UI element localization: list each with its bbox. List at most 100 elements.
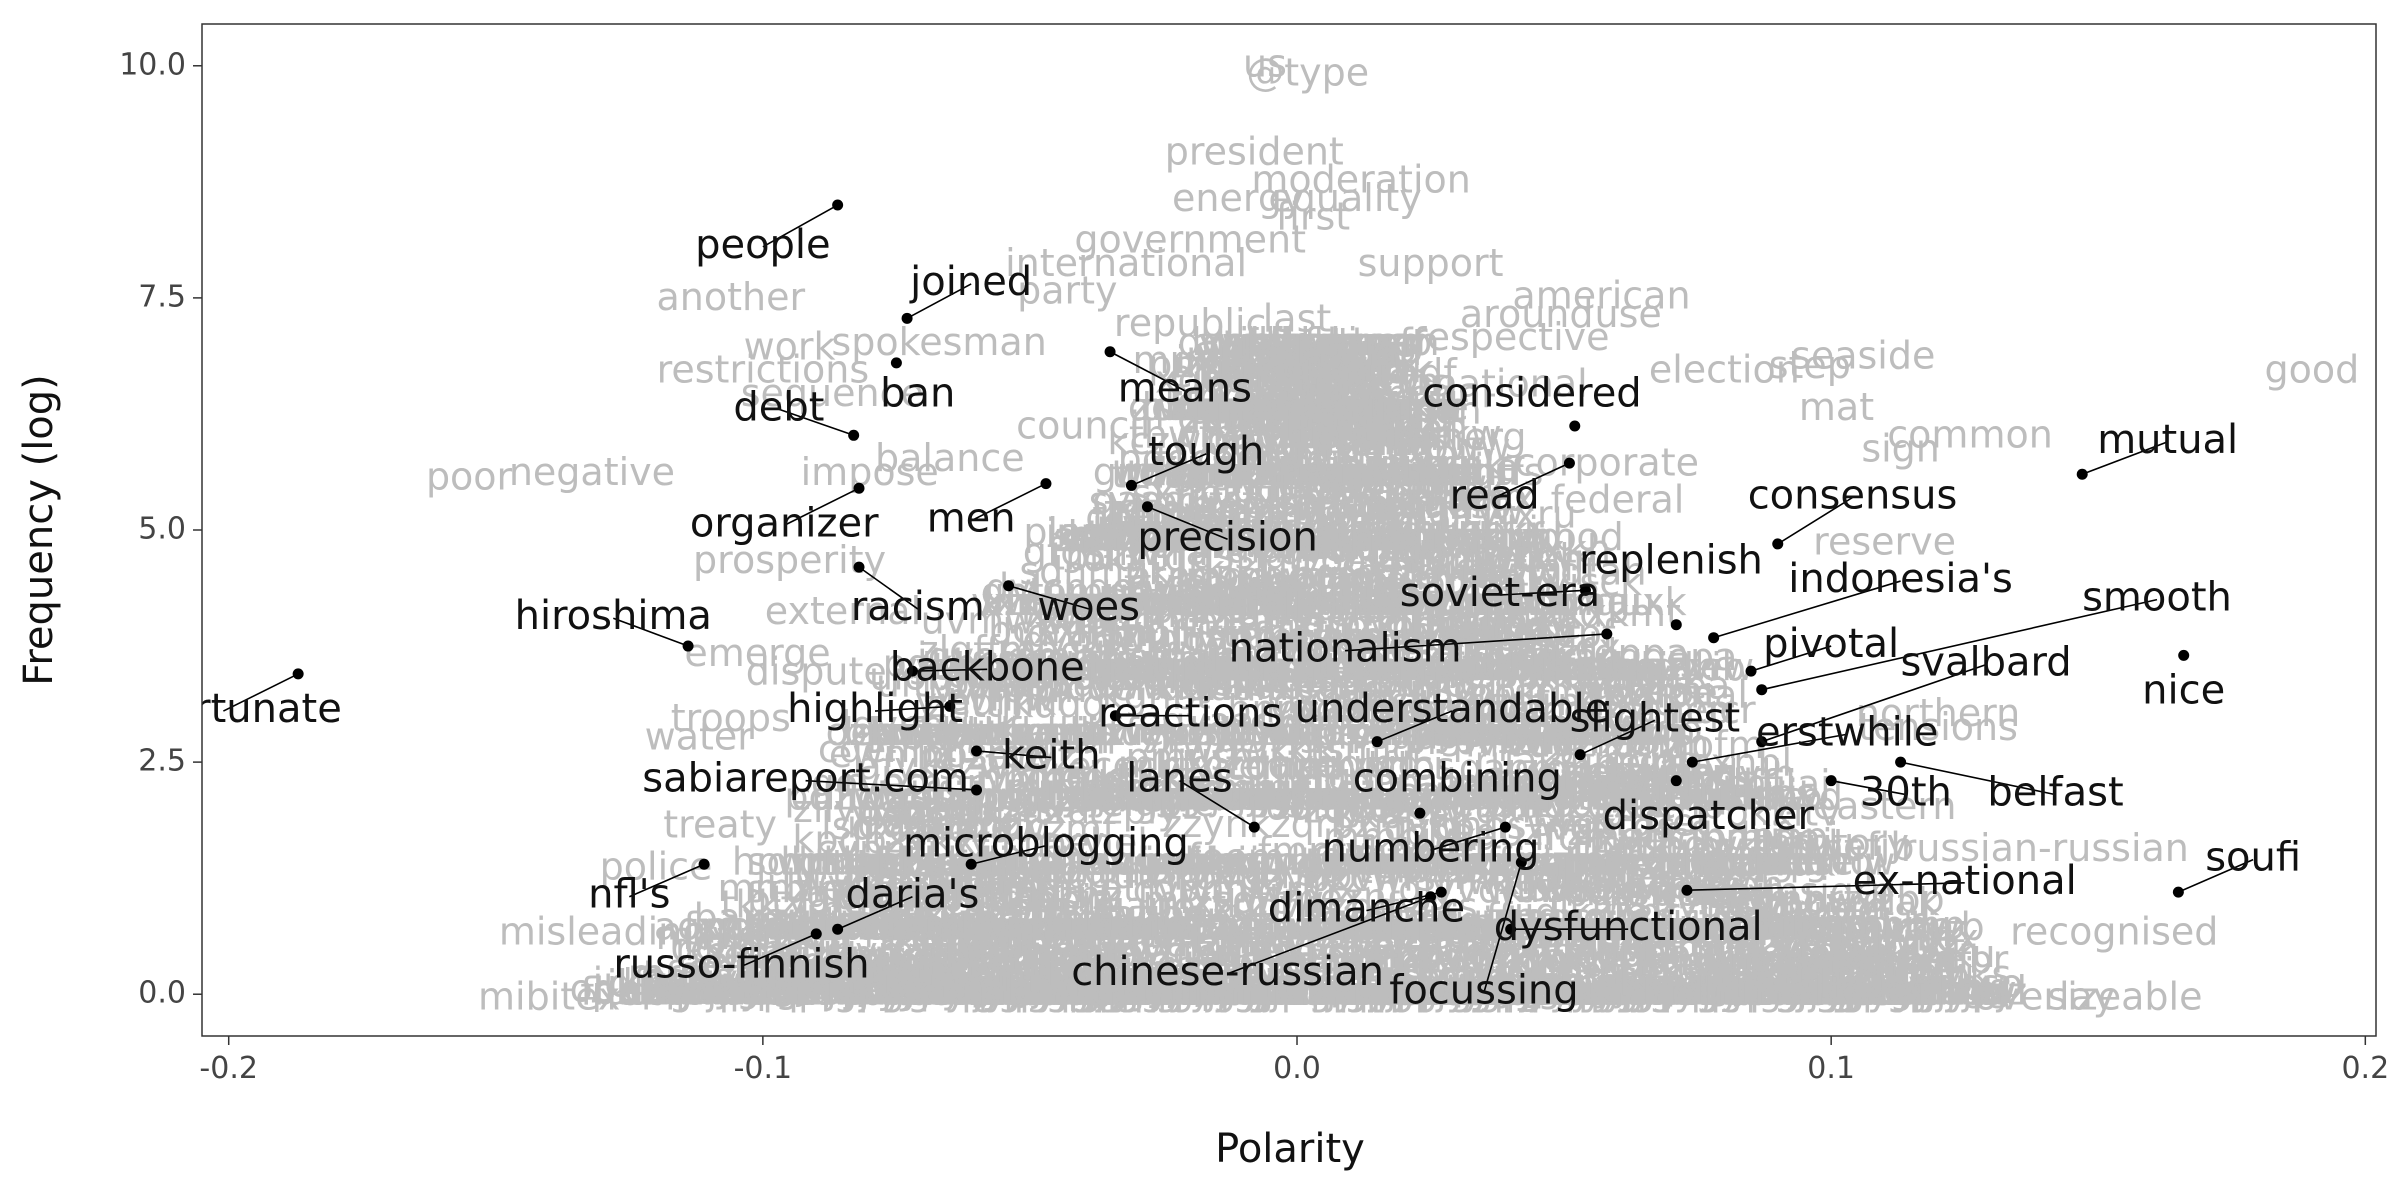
- background-word-filler: vzvimwjfcx: [1768, 916, 1979, 960]
- background-word-filler: xoyoamkq: [926, 964, 1123, 1008]
- background-word-filler: boilu: [1345, 406, 1438, 450]
- background-word-filler: fxlmtfm: [1279, 420, 1428, 464]
- x-tick-label: 0.1: [1807, 1051, 1855, 1086]
- point-label: mutual: [2097, 417, 2238, 463]
- background-word-filler: xjgsshhdwb: [1760, 905, 1984, 949]
- background-word-filler: dfsbql: [1138, 450, 1254, 494]
- point-label: soviet-era: [1400, 570, 1600, 616]
- background-word-filler: rrhho: [1319, 500, 1420, 544]
- background-word-filler: djglzb: [1514, 938, 1627, 982]
- background-word-filler: nlimvcxy: [1197, 580, 1368, 624]
- background-word-filler: qxngjobgs: [1253, 361, 1450, 405]
- background-word-filler: lwwjloxcoa: [1552, 905, 1757, 949]
- point-label: ex-national: [1853, 858, 2077, 904]
- background-word-filler: lgqwq: [1222, 325, 1336, 369]
- background-word-filler: kupbe: [1316, 580, 1433, 624]
- background-word-filler: umopddhxq: [983, 968, 1210, 1012]
- point-label: belfast: [1987, 770, 2123, 816]
- background-word-filler: udkiwaa: [838, 969, 996, 1013]
- background-word-filler: qaporxu: [1101, 884, 1257, 928]
- data-point: [1772, 538, 1784, 550]
- background-word-filler: yhwupa: [1040, 921, 1189, 965]
- background-word-filler: ggerjjzk: [1145, 491, 1295, 535]
- background-word-filler: ghryxqp: [881, 970, 1038, 1014]
- background-word: mat: [1799, 385, 1874, 429]
- data-point: [292, 668, 304, 680]
- background-word-filler: alejal: [1307, 450, 1409, 494]
- background-word-filler: twpmsso: [1288, 450, 1458, 494]
- background-word: another: [657, 275, 806, 319]
- background-word-filler: reqrn: [1279, 663, 1380, 707]
- background-word-filler: guosucu: [1093, 450, 1253, 494]
- background-word-filler: dikhpytu: [1041, 580, 1207, 624]
- background-word-filler: vagpecyygu: [1432, 970, 1663, 1014]
- background-word-filler: zpaqxtruz: [1184, 385, 1373, 429]
- background-word-filler: rhdvxav: [982, 970, 1136, 1014]
- background-word-filler: ulyar: [1088, 515, 1184, 559]
- background-word-filler: iywgdtgesr: [1296, 483, 1507, 527]
- background-word-filler: cnqhpabso: [1816, 961, 2024, 1005]
- background-word-filler: wnahsebwi: [1090, 655, 1301, 699]
- background-word-filler: nvjtic: [1070, 645, 1173, 689]
- background-word-filler: tdtosgp: [1205, 506, 1350, 550]
- background-word-filler: ddninoki: [1376, 508, 1539, 552]
- background-word-filler: kbnfh: [1123, 903, 1231, 947]
- background-word-filler: foztxkqk: [1275, 653, 1437, 697]
- background-word-filler: cljggso: [1017, 755, 1150, 799]
- background-word-filler: szdplfdsv: [920, 775, 1098, 819]
- background-word-filler: gyltgkrp: [1261, 385, 1419, 429]
- background-word-filler: lixdyniiv: [1164, 385, 1322, 429]
- background-word-filler: wltyvbglj: [1572, 970, 1743, 1014]
- data-point: [1371, 736, 1383, 748]
- background-word-filler: qzlhsnbsj: [1083, 840, 1260, 884]
- point-label: men: [927, 496, 1016, 542]
- background-word-filler: katbaizfvz: [1773, 907, 1966, 951]
- background-word: negative: [509, 450, 675, 494]
- background-word-filler: wrfmcdg: [1110, 645, 1276, 689]
- background-word-filler: wqsebsbrra: [1409, 580, 1629, 624]
- background-word-filler: whrzi: [933, 968, 1034, 1012]
- background-word-filler: lyidquozd: [1366, 645, 1549, 689]
- background-word-filler: eycmptnax: [652, 968, 865, 1012]
- background-word: us: [1243, 41, 1287, 85]
- background-word-filler: udpdym: [1528, 710, 1684, 754]
- background-word-filler: ftjaf: [1500, 647, 1576, 691]
- background-word-filler: hfdmmfsib: [1642, 969, 1845, 1013]
- data-point: [1125, 479, 1137, 491]
- background-word-filler: mdjcqqg: [1629, 840, 1794, 884]
- background-word-filler: hbnfng: [1582, 840, 1716, 884]
- background-word: support: [1358, 241, 1504, 285]
- data-point: [1601, 628, 1613, 640]
- background-word-filler: rtzivnlu: [1376, 450, 1518, 494]
- background-word-filler: tiedyirm: [1290, 385, 1448, 429]
- point-label: highlight: [787, 686, 963, 732]
- background-word-filler: biwfcyku: [843, 710, 1010, 754]
- background-word-filler: sisuyp: [1070, 710, 1191, 754]
- background-word-filler: eitpav: [1265, 559, 1384, 603]
- point-label: lanes: [1126, 756, 1232, 802]
- data-point: [1681, 884, 1693, 896]
- background-word-filler: qqtdmw: [920, 905, 1075, 949]
- background-word-filler: rgrlganiiu: [675, 927, 857, 971]
- background-word-filler: mixsofbw: [1142, 878, 1324, 922]
- background-word-filler: neoqj: [1219, 710, 1324, 754]
- background-word-filler: pgljbdcb: [1667, 840, 1830, 884]
- point-label: tough: [1148, 429, 1264, 475]
- background-word-filler: cfnnhk: [1261, 356, 1390, 400]
- background-word-filler: gqkeytbuzv: [1651, 905, 1871, 949]
- background-word-filler: wfdxwrkbks: [1786, 952, 2012, 996]
- point-label: nice: [2142, 667, 2225, 713]
- background-word-filler: ifoom: [1177, 836, 1284, 880]
- background-word-filler: iwylfxadi: [1158, 645, 1327, 689]
- background-word-filler: aqfkd: [1376, 450, 1483, 494]
- background-word-filler: wtpre: [1092, 902, 1200, 946]
- background-word-filler: mmbivka: [1323, 815, 1499, 859]
- background-word: step: [1769, 343, 1851, 387]
- background-word-filler: speozyroc: [1137, 970, 1329, 1014]
- background-word-filler: defimrd: [1047, 950, 1195, 994]
- background-word-filler: ekpknb: [1161, 945, 1301, 989]
- background-word-filler: xioaa: [1154, 665, 1257, 709]
- point-label: hiroshima: [515, 593, 712, 639]
